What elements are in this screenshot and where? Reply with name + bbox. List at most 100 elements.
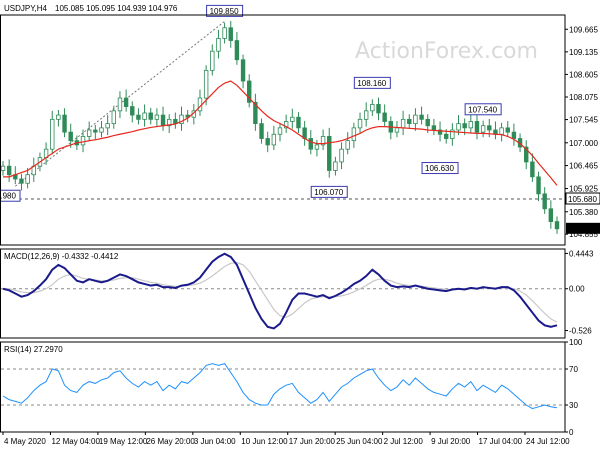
candle-body: [437, 129, 443, 135]
price-tick-label: 105.380: [569, 208, 598, 217]
candle-body: [296, 116, 301, 129]
candle-body: [111, 110, 116, 125]
x-tick-label: 19 May 12:00: [99, 437, 148, 446]
candle-body: [554, 221, 560, 230]
panel-frame: [0, 248, 566, 339]
candle-body: [179, 114, 184, 125]
candle-body: [363, 110, 369, 120]
macd-line: [2, 252, 558, 330]
x-tick-label: 9 Jul 20:00: [431, 437, 471, 446]
x-tick-label: 17 Jul 04:00: [479, 437, 523, 446]
symbol-label: USDJPY,H4: [4, 4, 48, 13]
price-annotation-box: [353, 76, 391, 89]
rsi-title: RSI(14) 27.2970: [4, 345, 63, 354]
candle-body: [480, 125, 486, 133]
candle-body: [25, 174, 30, 184]
rsi-tick-label: 0: [569, 428, 574, 437]
candle-body: [450, 129, 455, 139]
x-tick-label: 12 May 04:00: [51, 437, 100, 446]
price-annotation-label: 106.630: [425, 164, 454, 173]
macd-panel: MACD(12,26,9) -0.4332 -0.4412: [1, 252, 565, 330]
watermark: ActionForex.com: [355, 39, 538, 64]
candle-body: [283, 121, 289, 129]
candle-body: [456, 123, 461, 131]
candle-body: [148, 112, 153, 120]
candle-body: [222, 27, 227, 39]
candle-body: [136, 114, 141, 120]
x-tick-label: 17 Jun 20:00: [289, 437, 336, 446]
candle-body: [253, 101, 258, 125]
candle-body: [333, 161, 338, 171]
price-annotation-box: [0, 189, 21, 202]
candle-body: [62, 114, 67, 133]
candle-body: [394, 127, 400, 133]
candle-body: [357, 118, 363, 129]
macd-tick-label: 0.00: [569, 285, 585, 294]
candle-body: [413, 114, 418, 125]
candle-body: [487, 125, 492, 131]
rsi-line: [2, 363, 558, 410]
candle-body: [203, 69, 209, 99]
candle-body: [277, 127, 283, 135]
candle-body: [228, 27, 233, 41]
candle-body: [419, 114, 424, 120]
candle-body: [314, 144, 320, 150]
candle-body: [80, 135, 86, 146]
candle-body: [376, 104, 381, 114]
rsi-tick-label: 30: [569, 401, 578, 410]
price-tick-label: 104.855: [569, 230, 598, 239]
candle-body: [327, 135, 332, 171]
candle-body: [320, 135, 326, 146]
candle-body: [123, 97, 129, 107]
candle-body: [117, 97, 123, 112]
candle-body: [530, 161, 535, 178]
price-tick-label: 107.545: [569, 116, 598, 125]
rsi-panel: RSI(14) 27.2970: [1, 345, 565, 410]
current-price-box: [566, 222, 600, 234]
price-annotation-box: [421, 162, 459, 175]
price-annotation-box: [464, 103, 502, 116]
candle-body: [86, 129, 92, 137]
candle-body: [234, 40, 240, 61]
candle-body: [370, 104, 375, 112]
price-tick-label: 108.605: [569, 70, 598, 79]
candle-body: [93, 129, 98, 133]
x-tick-label: 2 Jul 12:00: [384, 437, 424, 446]
candle-body: [431, 125, 437, 131]
candle-body: [382, 112, 387, 122]
candle-body: [6, 165, 12, 176]
price-annotation-label: 106.070: [314, 188, 343, 197]
x-tick-label: 24 Jul 12:00: [526, 437, 570, 446]
candle-body: [50, 118, 55, 150]
price-tick-label: 106.465: [569, 162, 598, 171]
price-annotation-label: 105.980: [0, 192, 16, 201]
candle-body: [99, 127, 104, 133]
macd-tick-label: 0.4443: [569, 249, 594, 258]
moving-average-line: [3, 80, 558, 186]
candle-body: [524, 146, 529, 163]
panel-frame: [0, 341, 566, 433]
macd-title: MACD(12,26,9) -0.4332 -0.4412: [4, 252, 119, 261]
price-tick-label: 108.075: [569, 93, 598, 102]
x-tick-label: 10 Jun 12:00: [241, 437, 288, 446]
candle-body: [271, 133, 277, 146]
dashed-level-label: 105.680: [568, 195, 597, 204]
candle-body: [166, 118, 172, 127]
candle-body: [542, 193, 547, 210]
x-tick-label: 26 May 20:00: [146, 437, 195, 446]
price-annotation-label: 107.540: [468, 105, 497, 114]
candle-body: [216, 38, 221, 52]
candle-body: [130, 106, 135, 116]
dashed-level-box: [565, 192, 600, 205]
candle-body: [240, 59, 246, 82]
candle-body: [154, 114, 160, 120]
candle-body: [68, 131, 73, 142]
candle-body: [265, 138, 270, 146]
price-annotation-label: 109.850: [210, 7, 239, 16]
candle-body: [105, 123, 110, 129]
candle-body: [474, 121, 480, 133]
candle-body: [339, 148, 344, 163]
candle-body: [259, 123, 264, 139]
candle-body: [462, 123, 467, 129]
